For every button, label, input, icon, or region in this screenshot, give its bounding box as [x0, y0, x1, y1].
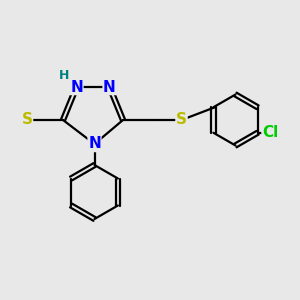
Text: N: N [88, 136, 101, 152]
Text: S: S [22, 112, 32, 128]
Text: N: N [103, 80, 116, 94]
Text: S: S [176, 112, 187, 128]
Text: Cl: Cl [262, 125, 278, 140]
Text: H: H [59, 69, 69, 82]
Text: N: N [70, 80, 83, 94]
